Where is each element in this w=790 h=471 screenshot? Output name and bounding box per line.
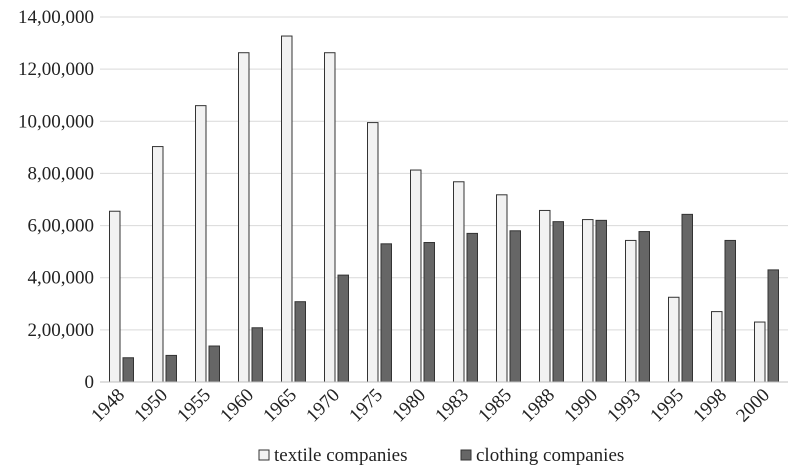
bar-textile-1980 [410,169,422,383]
bar-textile-1990 [582,219,594,383]
bar-textile-1975 [367,122,379,383]
x-tick-label: 1950 [130,385,172,427]
bar-clothing-1993 [638,231,650,383]
x-tick-label: 1965 [259,385,301,427]
bar-clothing-1985 [509,230,521,383]
x-tick-label: 1980 [388,385,430,427]
bar-clothing-1950 [165,354,177,383]
y-tick-label: 6,00,000 [28,216,95,237]
bar-clothing-1983 [466,232,478,383]
bar-clothing-2000 [767,269,779,383]
y-tick-label: 8,00,000 [28,163,95,184]
bar-textile-1965 [281,35,293,383]
x-tick-label: 1988 [517,385,559,427]
bar-clothing-1980 [423,242,435,383]
bar-textile-1993 [625,239,637,383]
legend-label-textile-companies: textile companies [274,445,407,466]
bar-clothing-1998 [724,239,736,383]
bar-clothing-1995 [681,213,693,383]
x-tick-label: 1955 [173,385,215,427]
bars [109,35,779,383]
x-tick-label: 1970 [302,385,344,427]
bar-textile-1960 [238,52,250,383]
bar-clothing-1960 [251,327,263,383]
legend-label-clothing-companies: clothing companies [476,445,624,466]
bar-textile-1995 [668,296,680,383]
x-tick-label: 1985 [474,385,516,427]
legend-swatch-clothing-companies [460,449,472,461]
x-tick-label: 1983 [431,385,473,427]
bar-textile-1985 [496,194,508,383]
y-tick-label: 10,00,000 [18,111,94,132]
y-tick-label: 4,00,000 [28,268,95,289]
bar-clothing-1965 [294,301,306,383]
legend: textile companies clothing companies [258,445,624,466]
bar-textile-1970 [324,52,336,383]
bar-clothing-1970 [337,274,349,383]
bar-textile-1950 [152,146,164,383]
x-tick-label: 1995 [646,385,688,427]
legend-swatch-textile-companies [258,449,270,461]
x-tick-label: 1975 [345,385,387,427]
x-tick-label: 2000 [732,385,774,427]
bar-textile-2000 [754,321,766,383]
bar-textile-1998 [711,311,723,383]
bar-clothing-1955 [208,345,220,383]
bar-textile-1955 [195,105,207,383]
x-tick-label: 1998 [689,385,731,427]
bar-clothing-1990 [595,219,607,383]
y-tick-label: 0 [85,372,95,393]
bar-clothing-1948 [122,357,134,383]
bar-clothing-1975 [380,243,392,383]
bar-textile-1988 [539,209,551,383]
y-tick-label: 2,00,000 [28,320,95,341]
bar-textile-1983 [453,181,465,383]
x-tick-label: 1993 [603,385,645,427]
bar-textile-1948 [109,210,121,383]
y-tick-label: 14,00,000 [18,7,94,28]
bar-clothing-1988 [552,221,564,383]
gridlines [100,16,788,331]
x-tick-label: 1990 [560,385,602,427]
y-tick-label: 12,00,000 [18,59,94,80]
x-tick-label: 1960 [216,385,258,427]
